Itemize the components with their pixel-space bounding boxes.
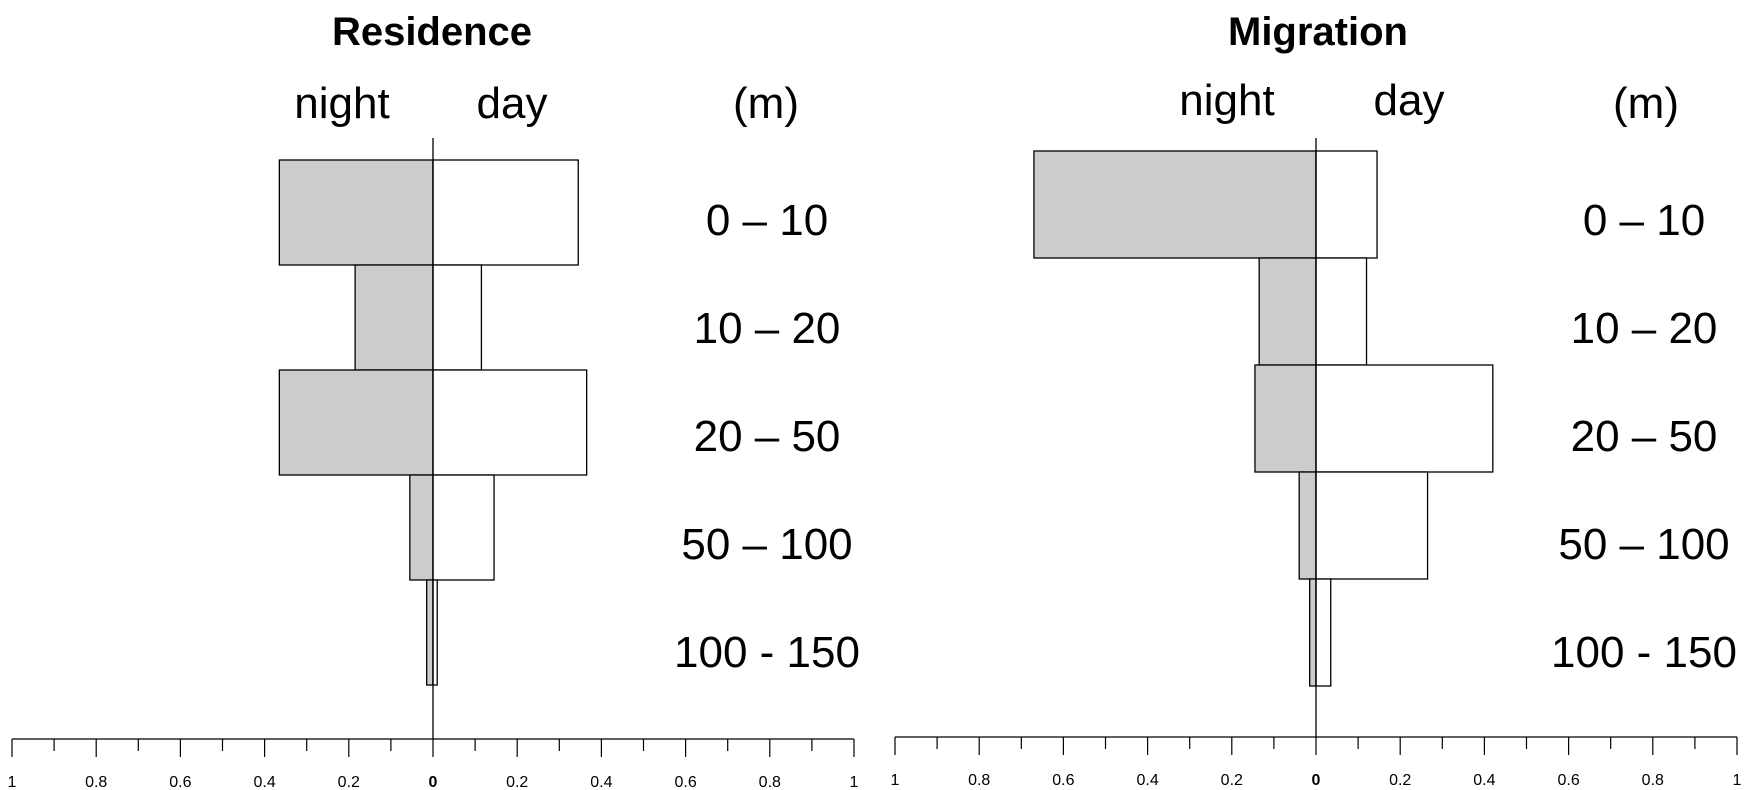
depth-bin-label: 10 – 20 [694, 304, 841, 353]
night-bar [1254, 364, 1317, 473]
depth-bin-label: 100 - 150 [674, 628, 860, 677]
panel-title: Migration [1228, 10, 1408, 54]
tick-label: 0.2 [506, 774, 528, 790]
day-bar [1315, 471, 1429, 580]
day-bar [432, 474, 495, 581]
panel-migration: Migration night day (m) 0 – 10 10 – 20 2… [891, 10, 1742, 789]
night-bar [426, 579, 434, 686]
tick-label: 0.6 [1557, 772, 1579, 789]
tick-label: 0.8 [759, 774, 781, 790]
x-axis: 1 0.8 0.6 0.4 0.2 0 0.2 0.4 0.6 0.8 1 [8, 738, 859, 790]
depth-bin-label: 0 – 10 [1583, 196, 1705, 245]
tick-label: 0.8 [968, 772, 990, 789]
unit-label: (m) [733, 79, 799, 128]
bar-layer [278, 138, 588, 739]
tick-label: 1 [850, 774, 859, 790]
depth-bin-label: 20 – 50 [694, 412, 841, 461]
depth-bin-label: 0 – 10 [706, 196, 828, 245]
tick-label: 0 [1312, 772, 1321, 789]
depth-bin-label: 10 – 20 [1571, 304, 1718, 353]
tick-label: 1 [8, 774, 17, 790]
day-bar [432, 159, 579, 266]
night-bar [278, 159, 434, 266]
tick-label: 1 [891, 772, 900, 789]
x-axis: 1 0.8 0.6 0.4 0.2 0 0.2 0.4 0.6 0.8 1 [891, 736, 1742, 789]
tick-label: 0.6 [674, 774, 696, 790]
tick-label: 0.4 [590, 774, 612, 790]
tick-label: 0.6 [169, 774, 191, 790]
depth-bin-label: 100 - 150 [1551, 628, 1737, 677]
panel-residence: Residence night day (m) 0 – 10 10 – 20 2… [8, 10, 860, 790]
tick-label: 0.4 [253, 774, 275, 790]
depth-bin-label: 20 – 50 [1571, 412, 1718, 461]
day-label: day [477, 79, 548, 128]
tick-label: 0.4 [1136, 772, 1158, 789]
tick-label: 0.2 [1389, 772, 1411, 789]
night-bar [354, 264, 434, 371]
day-bar [1315, 150, 1378, 259]
night-bar [1298, 471, 1317, 580]
day-bar [1315, 364, 1494, 473]
night-bar [1033, 150, 1317, 259]
day-bar [432, 264, 483, 371]
day-label: day [1374, 76, 1445, 125]
tick-label: 0.6 [1052, 772, 1074, 789]
day-bar [1315, 578, 1332, 687]
tick-label: 0.2 [1221, 772, 1243, 789]
night-bar [1258, 257, 1317, 366]
night-bar [278, 369, 434, 476]
day-bar [432, 369, 588, 476]
night-bar [409, 474, 434, 581]
tick-label: 0 [429, 774, 438, 790]
night-label: night [1179, 76, 1274, 125]
unit-label: (m) [1613, 79, 1679, 128]
tick-label: 1 [1733, 772, 1742, 789]
tick-label: 0.2 [338, 774, 360, 790]
tick-label: 0.8 [85, 774, 107, 790]
tick-label: 0.4 [1473, 772, 1495, 789]
night-bar [1309, 578, 1317, 687]
day-bar [1315, 257, 1368, 366]
depth-bin-label: 50 – 100 [1558, 520, 1729, 569]
panel-title: Residence [332, 10, 532, 54]
tick-label: 0.8 [1642, 772, 1664, 789]
night-label: night [294, 79, 389, 128]
bar-layer [1033, 138, 1494, 737]
depth-bin-label: 50 – 100 [681, 520, 852, 569]
